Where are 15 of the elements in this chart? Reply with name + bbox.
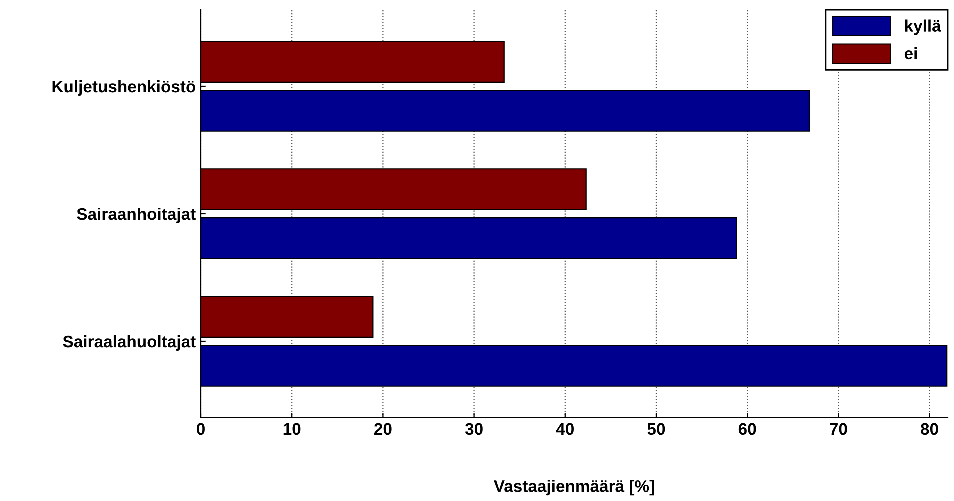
legend-label: ei — [904, 47, 917, 60]
x-tick-label: 50 — [648, 423, 666, 436]
x-axis-title: Vastaajienmäärä [%] — [494, 480, 654, 496]
legend-label: kyllä — [905, 20, 942, 36]
x-tick-label: 60 — [738, 423, 756, 436]
y-tick-label: Sairaanhoitajat — [77, 208, 196, 224]
x-tick-label: 70 — [830, 423, 848, 436]
x-tick-label: 40 — [556, 423, 574, 436]
x-tick-label: 80 — [921, 423, 938, 436]
y-tick-label: Sairaalahuoltajat — [63, 335, 196, 351]
x-tick-label: 30 — [465, 423, 483, 436]
y-tick-label: Kuljetushenkiöstö — [52, 80, 196, 96]
x-tick-label: 0 — [197, 423, 205, 436]
x-tick-label: 20 — [374, 423, 392, 436]
x-tick-label: 10 — [284, 423, 301, 436]
